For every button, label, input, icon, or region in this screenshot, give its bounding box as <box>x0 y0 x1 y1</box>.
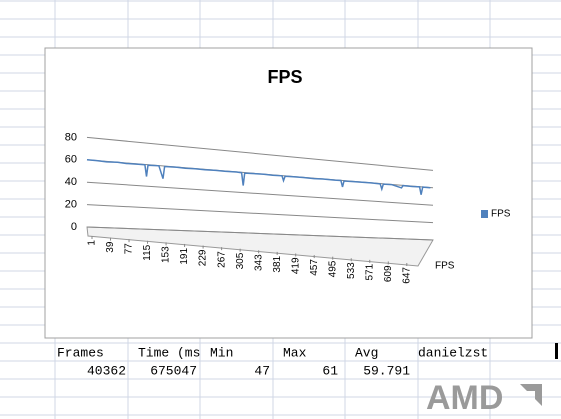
logo-mark <box>520 384 542 406</box>
y-tick-label: 40 <box>65 176 77 188</box>
logo: AMD <box>426 379 503 417</box>
x-tick-label: 267 <box>216 251 227 268</box>
x-tick-label: 1 <box>87 240 98 246</box>
header-cell: Frames <box>57 345 104 360</box>
x-tick-label: 229 <box>198 249 209 266</box>
x-tick-label: 647 <box>401 267 412 284</box>
data-cell: 59.791 <box>363 363 410 378</box>
legend-label: FPS <box>491 209 511 220</box>
chart-title: FPS <box>267 67 302 87</box>
data-cell: 40362 <box>87 363 126 378</box>
x-tick-label: 115 <box>142 244 153 260</box>
x-tick-label: 609 <box>383 265 394 282</box>
grid-line <box>86 181 434 206</box>
x-tick-label: 77 <box>124 243 135 255</box>
header-cell: Avg <box>355 345 378 360</box>
y-tick-label: 80 <box>65 131 77 143</box>
chart-area <box>44 47 533 339</box>
x-tick-label: 495 <box>327 260 338 277</box>
y-tick-label: 20 <box>65 199 77 211</box>
y-tick-label: 60 <box>65 154 77 166</box>
x-tick-label: 381 <box>272 255 283 272</box>
header-cell: Time (ms <box>138 345 200 360</box>
series-axis-label: FPS <box>435 261 455 272</box>
x-tick-label: 305 <box>235 252 246 269</box>
grid-line <box>86 204 434 224</box>
series-line <box>86 159 431 195</box>
x-tick-label: 343 <box>253 254 264 271</box>
x-tick-label: 191 <box>179 248 190 265</box>
legend-swatch <box>481 210 488 218</box>
grid-line <box>86 226 434 241</box>
x-tick-label: 571 <box>364 263 375 280</box>
cursor <box>555 343 558 359</box>
data-cell: 61 <box>322 363 338 378</box>
header-cell: Max <box>283 345 307 360</box>
data-cell: 675047 <box>150 363 197 378</box>
grid-line <box>86 136 434 171</box>
x-tick-label: 457 <box>309 259 320 276</box>
header-cell: Min <box>210 345 233 360</box>
x-tick-label: 39 <box>105 241 116 253</box>
y-tick-label: 0 <box>71 221 77 233</box>
x-tick-label: 419 <box>290 257 301 274</box>
data-cell: 47 <box>254 363 270 378</box>
x-tick-label: 153 <box>161 246 172 263</box>
x-tick-label: 533 <box>346 262 357 279</box>
header-cell: danielzst <box>418 345 488 360</box>
